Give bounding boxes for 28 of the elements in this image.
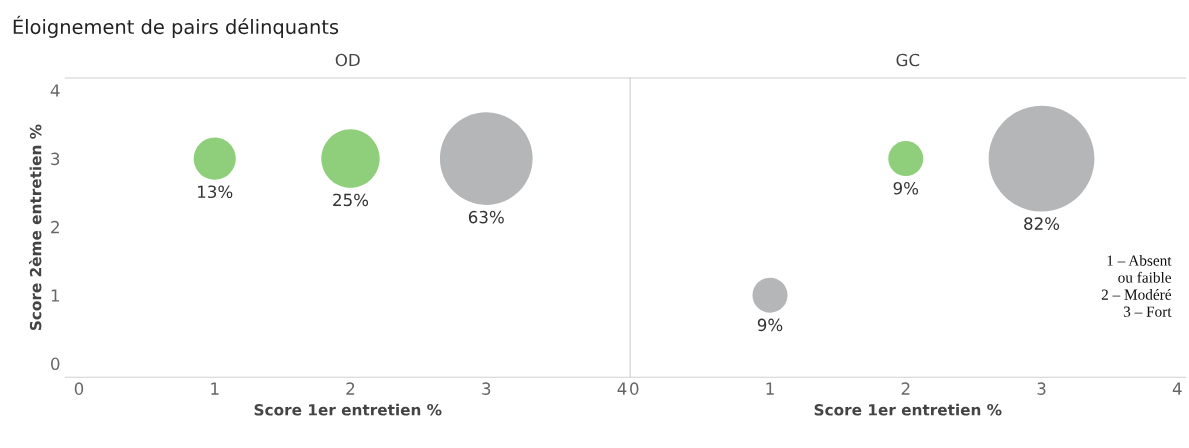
x-tick-label: 3 xyxy=(482,382,491,395)
x-axis-title: Score 1er entretien % xyxy=(814,403,1002,416)
x-tick-label: 0 xyxy=(630,382,639,395)
annotation: 1 – Absent ou faible 2 – Modéré 3 – Fort xyxy=(1101,254,1172,317)
x-tick-label: 1 xyxy=(211,382,219,395)
x-tick-label: 2 xyxy=(901,382,910,395)
y-tick-label: 1 xyxy=(51,289,59,302)
data-label: 13% xyxy=(198,185,233,199)
x-tick-label: 4 xyxy=(1172,382,1182,395)
y-tick-label: 4 xyxy=(50,84,60,97)
y-tick-label: 2 xyxy=(51,220,59,234)
y-tick-label: 3 xyxy=(51,152,60,166)
y-tick-label: 0 xyxy=(51,357,60,371)
data-label: 63% xyxy=(468,210,504,224)
y-axis-title: Score 2ème entretien % xyxy=(28,124,42,331)
chart-title: Éloignement de pairs délinquants xyxy=(13,15,339,38)
chart-subtitle: GC xyxy=(896,53,920,67)
x-axis-title: Score 1er entretien % xyxy=(254,403,442,416)
x-tick-label: 3 xyxy=(1037,382,1046,395)
chart-subtitle: OD xyxy=(335,53,360,67)
x-tick-label: 0 xyxy=(74,382,84,395)
data-label: 25% xyxy=(333,193,369,207)
data-label: 9% xyxy=(757,318,783,332)
data-label: 82% xyxy=(1024,217,1060,230)
x-tick-label: 4 xyxy=(617,382,627,395)
x-tick-label: 1 xyxy=(766,382,774,395)
x-tick-label: 2 xyxy=(346,382,355,395)
data-label: 9% xyxy=(893,181,919,195)
